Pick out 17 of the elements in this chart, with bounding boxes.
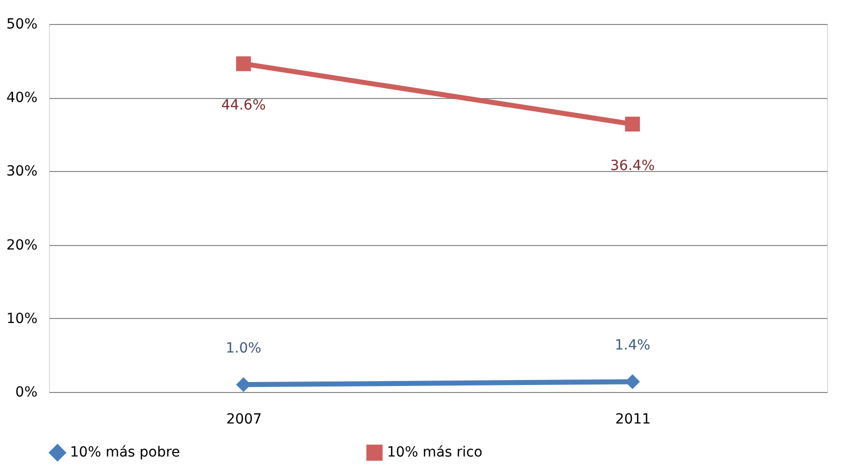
legend-label: 10% más rico — [387, 444, 482, 461]
point — [625, 374, 640, 390]
data-label: 1.4% — [614, 338, 650, 354]
data-label: 1.0% — [226, 340, 262, 357]
y-tick-label: 50% — [6, 16, 38, 32]
y-tick-label: 10% — [6, 310, 38, 327]
x-tick-label: 2011 — [615, 412, 651, 428]
y-tick-label: 30% — [6, 164, 38, 180]
legend-label: 10% más pobre — [70, 444, 180, 461]
y-tick-label: 20% — [6, 237, 38, 254]
data-label: 36.4% — [610, 158, 655, 174]
y-tick-label: 40% — [6, 90, 38, 106]
y-tick-label: 0% — [15, 384, 38, 400]
point — [236, 56, 251, 72]
point — [625, 116, 640, 132]
x-tick-label: 2007 — [226, 412, 262, 428]
data-label: 44.6% — [221, 98, 266, 114]
